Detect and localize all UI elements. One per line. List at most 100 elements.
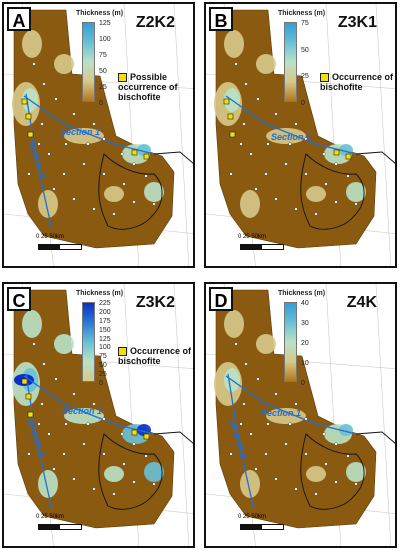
- bischofite-marker: [25, 393, 32, 400]
- bischofite-legend: Possible occurrence of bischofite: [118, 72, 193, 102]
- map-panel-a: A Z2K2 Thickness (m) Possible occurrence…: [2, 2, 195, 268]
- thickness-patch: [104, 466, 124, 482]
- border-line: [300, 433, 365, 510]
- well-point: [274, 197, 278, 201]
- section-1-label: Section 1: [271, 132, 312, 142]
- well-point: [144, 174, 148, 178]
- thickness-patch: [240, 470, 260, 498]
- well-point: [42, 362, 46, 366]
- well-point: [82, 442, 86, 446]
- well-point: [264, 172, 268, 176]
- well-point: [322, 152, 326, 156]
- well-point: [254, 467, 258, 471]
- legend-square-icon: [320, 73, 329, 83]
- well-point: [72, 112, 76, 116]
- bischofite-marker: [143, 433, 150, 440]
- well-point: [324, 462, 328, 466]
- well-point: [234, 62, 238, 66]
- colorbar-tick: 50: [99, 362, 107, 370]
- panel-label: B: [209, 7, 233, 31]
- well-point: [62, 452, 66, 456]
- well-point: [314, 212, 318, 216]
- panel-label: D: [209, 287, 233, 311]
- well-point: [47, 152, 51, 156]
- thickness-patch: [240, 190, 260, 218]
- colorbar-tick: 75: [99, 52, 107, 59]
- colorbar-tick: 175: [99, 317, 111, 325]
- well-point: [72, 477, 76, 481]
- well-point: [274, 392, 278, 396]
- thickness-patch: [346, 182, 366, 202]
- colorbar-title: Thickness (m): [76, 10, 124, 17]
- well-point: [249, 432, 253, 436]
- well-point: [102, 172, 106, 176]
- thickness-map: [4, 4, 193, 266]
- thickness-map: [4, 284, 193, 546]
- well-point: [242, 122, 246, 126]
- thickness-patch: [306, 186, 326, 202]
- coastline: [153, 431, 193, 444]
- well-point: [152, 202, 156, 206]
- well-point: [229, 172, 233, 176]
- bischofite-marker: [143, 153, 150, 160]
- well-point: [266, 142, 270, 146]
- thickness-patch: [38, 470, 58, 498]
- bischofite-marker: [333, 149, 340, 156]
- well-point: [239, 142, 243, 146]
- well-point: [274, 477, 278, 481]
- colorbar-tick: 0: [99, 100, 103, 107]
- well-point: [86, 142, 90, 146]
- well-point: [242, 402, 246, 406]
- thickness-patch: [22, 310, 42, 338]
- scale-labels: 0 25 50km: [36, 234, 65, 240]
- well-point: [304, 172, 308, 176]
- colorbar-tick: 0: [301, 380, 305, 387]
- colorbar-title: Thickness (m): [278, 10, 326, 17]
- well-point: [294, 207, 298, 211]
- thickness-patch: [38, 190, 58, 218]
- well-point: [346, 174, 350, 178]
- scale-labels: 0 25 50km: [36, 514, 65, 520]
- bischofite-marker: [131, 429, 138, 436]
- well-point: [42, 82, 46, 86]
- bischofite-marker: [131, 149, 138, 156]
- well-point: [144, 454, 148, 458]
- coastline: [355, 431, 395, 444]
- bischofite-marker: [21, 378, 28, 385]
- scale-bar: 0 25 50km: [238, 514, 284, 530]
- section-line-1: [23, 95, 155, 155]
- well-point: [294, 402, 298, 406]
- colorbar: [82, 22, 95, 102]
- well-point: [37, 422, 41, 426]
- section-1-label: Section 1: [62, 406, 103, 416]
- well-point: [37, 142, 41, 146]
- well-point: [234, 342, 238, 346]
- colorbar-tick: 50: [301, 46, 309, 54]
- well-point: [334, 442, 338, 446]
- thickness-patch: [224, 310, 244, 338]
- bischofite-legend: Occurrence of bischofite: [320, 72, 395, 92]
- section-line-1: [225, 375, 357, 435]
- bischofite-marker: [223, 98, 230, 105]
- panel-title: Z4K: [346, 294, 377, 311]
- well-point: [82, 162, 86, 166]
- well-point: [288, 422, 292, 426]
- colorbar-tick: 40: [301, 300, 309, 307]
- section-1-label: Section 1: [60, 127, 101, 137]
- panel-title: Z2K2: [135, 14, 175, 31]
- well-point: [274, 112, 278, 116]
- thickness-patch: [144, 182, 164, 202]
- thickness-patch: [306, 466, 326, 482]
- colorbar-tick: 30: [301, 320, 309, 327]
- thickness-patch: [144, 462, 164, 482]
- well-point: [354, 482, 358, 486]
- bischofite-marker: [25, 113, 32, 120]
- thickness-map: [206, 284, 395, 546]
- section-1-label: Section 1: [261, 408, 302, 418]
- legend-text: Possible occurrence of bischofite: [118, 72, 178, 103]
- legend-text: Occurrence of bischofite: [118, 346, 192, 367]
- well-point: [132, 442, 136, 446]
- panel-title: Z3K2: [135, 294, 175, 311]
- well-point: [294, 122, 298, 126]
- thickness-patch: [266, 408, 306, 424]
